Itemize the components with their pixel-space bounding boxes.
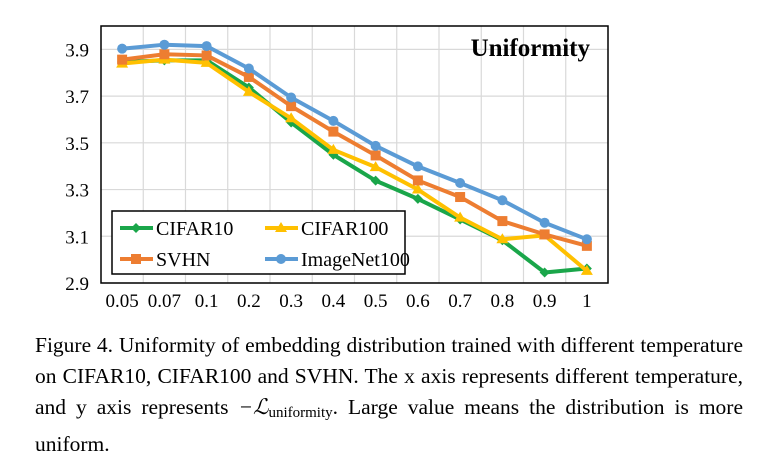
data-point-diamond [539, 267, 550, 278]
x-tick-label: 0.3 [279, 291, 303, 312]
data-point-circle [455, 178, 466, 189]
data-point-triangle [580, 264, 593, 275]
series-svhn [117, 49, 592, 251]
x-tick-label: 0.2 [237, 291, 261, 312]
data-point-circle [328, 115, 339, 126]
data-point-square [286, 101, 297, 112]
y-tick-label: 3.5 [65, 134, 89, 155]
data-point-circle [243, 63, 254, 74]
data-point-square [412, 175, 423, 186]
chart-title: Uniformity [471, 35, 591, 62]
y-tick-label: 3.1 [65, 227, 89, 248]
data-point-square [131, 254, 141, 264]
data-point-circle [159, 39, 170, 50]
caption-text-end: . Large value means the distribution is … [35, 395, 743, 456]
data-point-circle [117, 43, 128, 54]
data-point-circle [581, 234, 592, 245]
data-point-circle [286, 92, 297, 103]
data-point-square [370, 150, 381, 161]
data-point-circle [497, 195, 508, 206]
x-tick-label: 0.8 [491, 291, 515, 312]
x-tick-label: 0.05 [106, 291, 139, 312]
data-point-triangle [454, 211, 467, 222]
series-line [121, 57, 589, 273]
x-tick-label: 0.6 [406, 291, 430, 312]
y-tick-label: 3.7 [65, 87, 89, 108]
legend-label: SVHN [156, 249, 210, 271]
data-point-square [243, 71, 254, 82]
y-tick-label: 3.9 [65, 40, 89, 61]
caption-math-subscript: uniformity [268, 405, 333, 421]
series-line [121, 42, 588, 242]
x-tick-label: 0.1 [195, 291, 219, 312]
data-point-square [581, 240, 592, 251]
x-tick-label: 0.7 [448, 291, 472, 312]
data-point-circle [412, 161, 423, 172]
x-tick-label: 0.07 [148, 291, 181, 312]
data-point-square [539, 229, 550, 240]
legend-label: CIFAR10 [156, 218, 233, 240]
data-point-triangle [327, 143, 340, 154]
y-tick-label: 3.3 [65, 181, 89, 202]
series-line [121, 52, 588, 248]
series-imagenet100 [117, 39, 592, 245]
data-point-diamond [412, 193, 423, 204]
data-point-circle [276, 254, 286, 264]
data-point-triangle [285, 112, 298, 123]
data-point-diamond [131, 223, 141, 233]
data-point-triangle [242, 85, 255, 96]
data-point-circle [539, 217, 550, 228]
caption-text: Uniformity of embedding distribution tra… [35, 333, 743, 419]
data-point-square [497, 216, 508, 227]
caption-math: −ℒ [238, 395, 269, 419]
x-tick-label: 0.9 [533, 291, 557, 312]
data-point-square [159, 49, 170, 60]
data-point-triangle [275, 222, 287, 232]
data-point-triangle [369, 161, 382, 172]
legend: CIFAR10 CIFAR100 SVHN ImageNet100 [111, 210, 410, 275]
data-point-square [455, 192, 466, 203]
x-tick-label: 0.4 [322, 291, 346, 312]
x-tick-label: 1 [582, 291, 592, 312]
data-point-triangle [200, 56, 213, 67]
figure-caption: Figure 4. Uniformity of embedding distri… [35, 330, 743, 460]
data-point-square [328, 126, 339, 137]
data-point-triangle [496, 233, 509, 244]
data-point-circle [201, 41, 212, 52]
plot-area-border [100, 25, 609, 284]
data-point-circle [370, 140, 381, 151]
data-point-diamond [370, 175, 381, 186]
data-point-square [201, 50, 212, 61]
data-point-square [117, 54, 128, 65]
legend-box [111, 210, 406, 275]
y-tick-label: 2.9 [65, 274, 89, 295]
series-line [122, 58, 588, 275]
data-point-triangle [411, 183, 424, 194]
uniformity-line-chart: 2.9 3.1 3.3 3.5 3.7 3.9 0.05 0.07 0.1 0.2 0.3 0.4 0.… [65, 25, 609, 312]
legend-label: ImageNet100 [301, 249, 410, 271]
caption-label: Figure 4. [35, 333, 114, 357]
x-tick-label: 0.5 [364, 291, 388, 312]
legend-label: CIFAR100 [301, 218, 388, 240]
